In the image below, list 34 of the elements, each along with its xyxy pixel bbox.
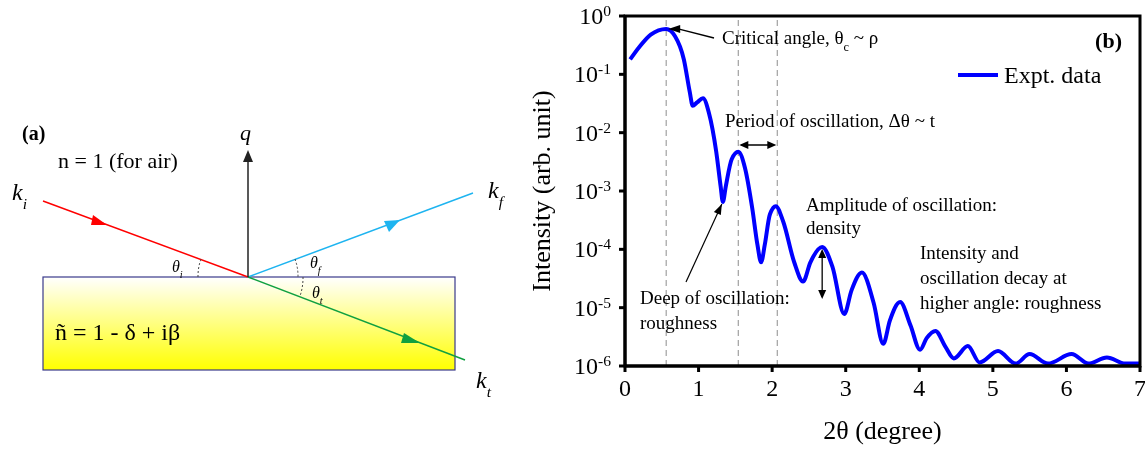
text: θ$_{f}$ (310, 254, 323, 276)
x-tick-label: 2 (766, 375, 779, 401)
annotation: Amplitude of oscillation: density (806, 194, 998, 238)
x-tick-label: 5 (986, 375, 999, 401)
text: ñ = 1 - δ + iβ (55, 319, 181, 345)
y-tick-label: 10$^{-5}$ (574, 293, 612, 321)
y-tick-label: 10$^{-3}$ (574, 176, 612, 204)
x-tick-label: 6 (1060, 375, 1073, 401)
annotation: Critical angle, θ$_{c}$ ~ ρ (722, 27, 879, 54)
x-tick-label: 3 (839, 375, 852, 401)
y-tick-label: 10$^{-6}$ (574, 351, 612, 379)
x-tick-label: 0 (619, 375, 631, 401)
x-tick-label: 4 (913, 375, 926, 401)
x-tick-label: 1 (692, 375, 705, 401)
text: k$_{f}$ (488, 177, 506, 210)
legend-label: Expt. data (1004, 62, 1102, 88)
text: n = 1 (for air) (58, 148, 178, 173)
annotation: Intensity and oscillation decay at higher angle: roughness (920, 242, 1102, 313)
text: (a) (22, 122, 46, 145)
text: k$_{t}$ (476, 367, 492, 400)
text: k$_{i}$ (12, 179, 27, 212)
x-tick-label: 7 (1134, 375, 1145, 401)
text: θ$_{i}$ (172, 258, 183, 280)
annotation: Period of oscillation, Δθ ~ t (725, 110, 936, 131)
annotation: (b) (1095, 28, 1122, 53)
text: θ$_{t}$ (312, 284, 324, 306)
annotation: Deep of oscillation: roughness (640, 287, 790, 333)
y-tick-label: 10$^{0}$ (579, 1, 612, 29)
y-axis-title: Intensity (arb. unit) (527, 90, 556, 292)
text: q (240, 120, 251, 145)
y-tick-label: 10$^{-2}$ (574, 118, 611, 146)
y-tick-label: 10$^{-4}$ (574, 234, 612, 263)
y-tick-label: 10$^{-1}$ (574, 59, 611, 88)
x-axis-title: 2θ (degree) (823, 416, 942, 445)
